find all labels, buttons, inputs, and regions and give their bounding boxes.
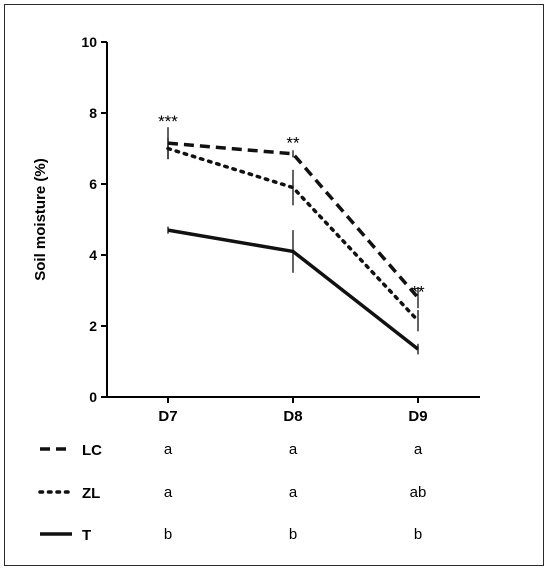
x-tick-label: D7: [158, 408, 177, 425]
significance-letter: a: [289, 484, 298, 501]
y-axis-label: Soil moisture (%): [32, 158, 49, 281]
significance-letter: a: [164, 484, 173, 501]
significance-letter: b: [164, 526, 172, 543]
significance-letter: a: [414, 441, 423, 458]
y-tick-label: 8: [89, 105, 97, 121]
legend-label: LC: [82, 442, 102, 459]
legend-label: T: [82, 527, 91, 544]
y-tick-label: 4: [89, 247, 97, 263]
significance-annotations: *******: [158, 112, 425, 301]
axes: 0 2 4 6 8 10 D7 D8 D9 Soil moisture (%): [32, 34, 480, 425]
y-tick-label: 2: [89, 318, 97, 334]
series-layer: [166, 127, 420, 355]
letters-table: LC a a a ZL a a ab T b b b: [38, 441, 427, 544]
y-tick-label: 6: [89, 176, 97, 192]
significance-letter: b: [289, 526, 297, 543]
significance-label: **: [411, 282, 425, 301]
y-tick-label: 10: [81, 34, 97, 50]
letters-row-lc: LC a a a: [40, 441, 423, 459]
significance-letter: ab: [410, 484, 427, 501]
significance-label: ***: [158, 112, 178, 131]
y-tick-label: 0: [89, 389, 97, 405]
x-tick-label: D9: [408, 408, 427, 425]
significance-letter: b: [414, 526, 422, 543]
series-line-zl: [166, 146, 420, 323]
legend-label: ZL: [82, 485, 100, 502]
significance-letter: a: [289, 441, 298, 458]
chart-frame: [4, 4, 544, 566]
series-line-t: [167, 228, 420, 351]
x-tick-label: D8: [283, 408, 302, 425]
series-line-lc: [167, 141, 420, 299]
significance-letter: a: [164, 441, 173, 458]
series-t: [167, 226, 420, 355]
letters-row-zl: ZL a a ab: [38, 484, 427, 502]
series-zl: [166, 137, 420, 332]
significance-label: **: [286, 133, 300, 152]
